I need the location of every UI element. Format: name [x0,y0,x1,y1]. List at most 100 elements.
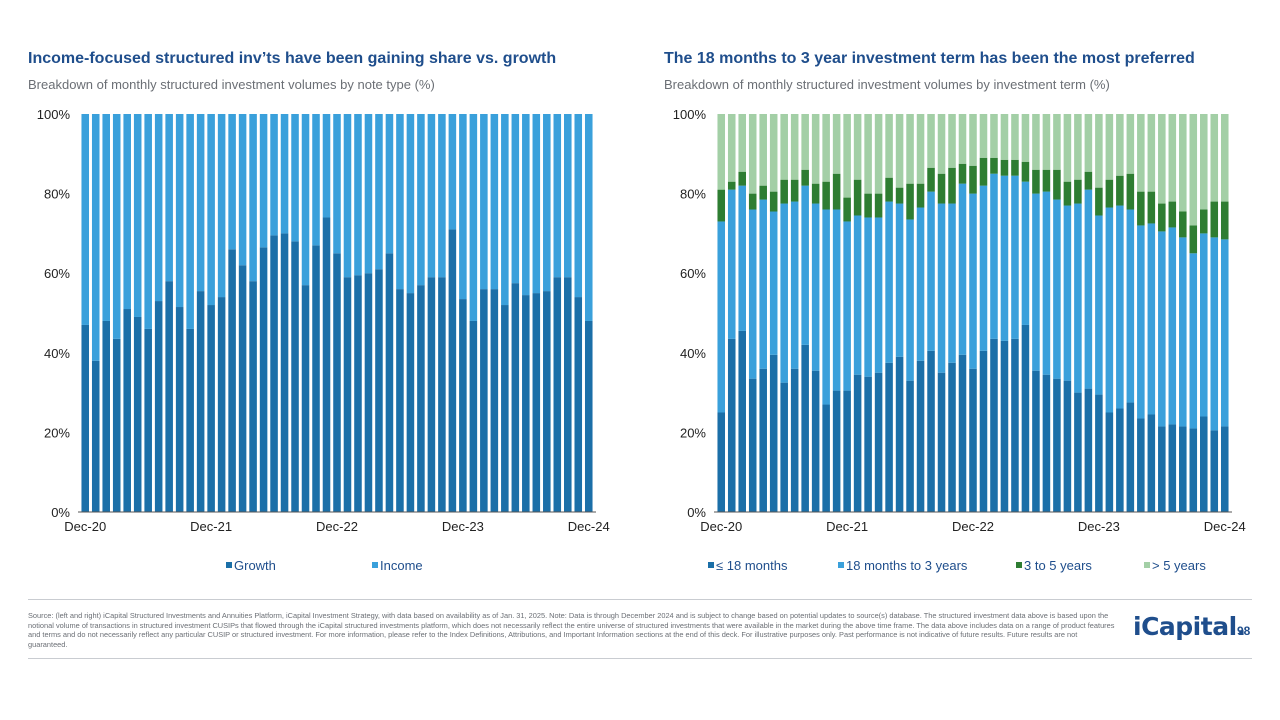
bar-18-months-to-3-years-20 [927,191,935,351]
bar-18-months-to-3-years-37 [1105,207,1114,413]
bar-income-42 [522,114,530,296]
bar-18-months-45 [1189,428,1198,512]
bar-3-to-5-years-37 [1105,179,1114,208]
bar-18-months-11 [832,390,841,512]
legend-label: > 5 years [1152,558,1206,573]
bar-3-to-5-years-27 [1000,159,1009,176]
bar-5-years-41 [1147,114,1156,192]
bar-growth-24 [333,253,341,513]
bar-income-11 [196,114,205,292]
bar-18-months-39 [1126,402,1135,512]
bar-5-years-32 [1053,114,1061,170]
bar-5-years-26 [990,114,998,158]
bar-income-12 [207,114,215,306]
bar-18-months-40 [1137,418,1145,512]
bar-3-to-5-years-38 [1116,175,1124,206]
bar-18-months-to-3-years-42 [1158,231,1166,427]
bar-18-months-27 [1000,340,1009,512]
bar-18-months-5 [769,354,778,512]
bar-income-30 [396,114,404,290]
bar-3-to-5-years-31 [1042,169,1051,192]
bar-3-to-5-years-45 [1189,225,1198,254]
x-tick-label: Dec-24 [1204,519,1246,534]
bar-5-years-2 [738,114,746,172]
bar-income-44 [543,114,551,292]
bar-income-3 [112,114,121,339]
bar-income-47 [574,114,583,298]
bar-income-38 [480,114,488,290]
bar-growth-18 [270,235,278,512]
bar-5-years-30 [1032,114,1040,170]
bar-3-to-5-years-8 [801,169,809,186]
bar-income-14 [228,114,236,250]
bar-18-months-8 [801,344,809,512]
bar-3-to-5-years-17 [895,187,904,204]
bar-growth-0 [81,324,90,512]
bar-18-months-28 [1011,338,1019,512]
bar-18-months-to-3-years-46 [1200,233,1208,417]
bar-5-years-47 [1210,114,1219,202]
bar-income-46 [564,114,572,278]
bar-18-months-to-3-years-39 [1126,209,1135,403]
bar-5-years-19 [916,114,925,184]
bar-3-to-5-years-7 [790,179,799,202]
bar-growth-42 [522,295,530,512]
bar-income-9 [175,114,184,308]
bar-5-years-5 [769,114,778,192]
bar-growth-11 [196,291,205,512]
bar-3-to-5-years-18 [906,183,914,220]
bar-growth-33 [427,277,436,512]
bar-income-1 [91,114,100,361]
bar-income-41 [511,114,520,284]
bar-18-months-to-3-years-33 [1063,205,1072,381]
bar-5-years-1 [727,114,736,182]
bar-3-to-5-years-48 [1220,201,1229,240]
legend-swatch [1144,562,1150,568]
bar-18-months-to-3-years-1 [727,189,736,339]
bar-18-months-41 [1147,414,1156,512]
bar-growth-3 [112,338,121,512]
bar-18-months-37 [1105,412,1114,512]
bar-3-to-5-years-28 [1011,159,1019,176]
y-tick-label: 40% [680,346,706,361]
bar-18-months-to-3-years-29 [1021,181,1030,325]
bar-3-to-5-years-19 [916,183,925,208]
bar-growth-38 [480,289,488,512]
bar-5-years-20 [927,114,935,168]
bar-18-months-to-3-years-40 [1137,225,1145,419]
bar-18-months-to-3-years-34 [1074,203,1082,393]
legend-swatch [838,562,844,568]
bar-growth-7 [154,301,163,512]
y-tick-label: 100% [673,107,707,122]
bar-18-months-47 [1210,430,1219,512]
bar-18-months-33 [1063,380,1072,512]
bar-3-to-5-years-26 [990,157,998,174]
bar-18-months-to-3-years-45 [1189,253,1198,429]
bar-5-years-38 [1116,114,1124,176]
bar-5-years-21 [937,114,946,174]
bar-5-years-25 [979,114,988,158]
bar-18-months-to-3-years-27 [1000,175,1009,341]
bar-18-months-to-3-years-19 [916,207,925,361]
bar-5-years-13 [853,114,862,180]
y-tick-label: 40% [44,346,70,361]
bar-18-months-to-3-years-48 [1220,239,1229,427]
bar-3-to-5-years-23 [958,163,967,184]
bar-growth-5 [133,316,142,512]
bar-growth-21 [301,285,310,512]
bar-income-40 [501,114,509,306]
bar-3-to-5-years-47 [1210,201,1219,238]
bar-income-26 [354,114,362,276]
bar-growth-25 [343,277,352,512]
bar-5-years-29 [1021,114,1030,162]
bar-5-years-6 [780,114,788,180]
bar-3-to-5-years-10 [822,181,830,210]
bar-18-months-30 [1032,370,1040,512]
bar-3-to-5-years-46 [1200,209,1208,234]
bar-income-29 [385,114,394,254]
bar-5-years-40 [1137,114,1145,192]
bar-18-months-20 [927,350,935,512]
bar-5-years-27 [1000,114,1009,160]
bar-18-months-to-3-years-15 [874,217,883,373]
bar-18-months-31 [1042,374,1051,512]
